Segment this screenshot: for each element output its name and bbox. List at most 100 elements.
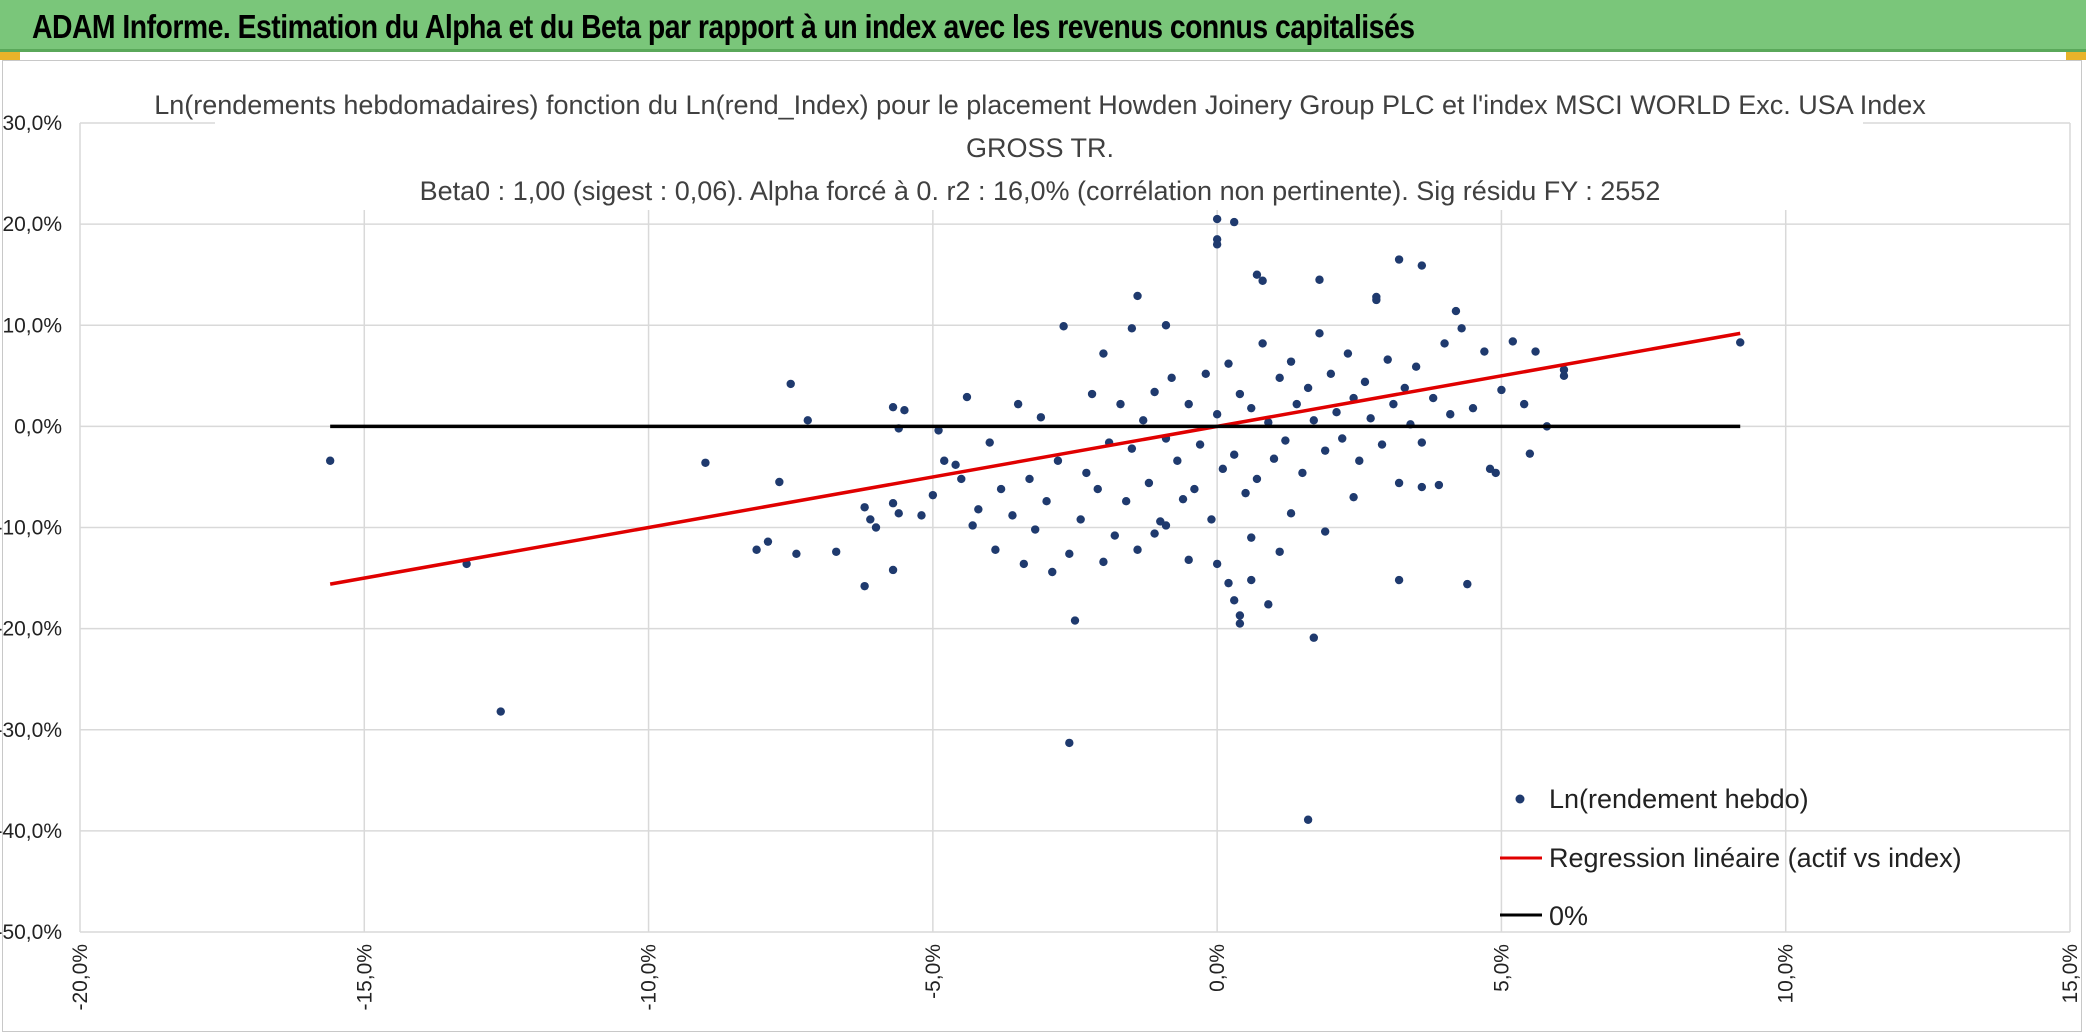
- data-point: [1150, 529, 1159, 538]
- data-point: [1315, 329, 1324, 338]
- data-point: [1241, 488, 1250, 498]
- data-point: [1508, 337, 1518, 346]
- data-point: [1338, 434, 1347, 443]
- data-point: [775, 477, 784, 487]
- data-point: [1212, 559, 1222, 569]
- data-point: [1019, 559, 1029, 569]
- data-point: [763, 537, 773, 546]
- chart-frame: [2, 60, 2082, 1032]
- data-point: [1247, 533, 1256, 542]
- data-point: [1065, 549, 1074, 558]
- data-point: [1065, 738, 1074, 748]
- data-point: [1161, 521, 1171, 530]
- data-point: [1275, 373, 1284, 383]
- data-point: [1497, 385, 1506, 395]
- y-axis-ticks: 30,0% 20,0% 10,0% 0,0% -10,0% -20,0% -30,0% -40…: [0, 112, 62, 944]
- series: [325, 214, 1745, 824]
- data-point: [1212, 240, 1222, 249]
- data-point: [1559, 365, 1569, 374]
- data-point: [1247, 575, 1256, 585]
- grid: [79, 122, 2071, 933]
- data-point: [1468, 403, 1478, 413]
- data-point: [1394, 255, 1404, 264]
- data-point: [1042, 497, 1051, 506]
- data-point: [1366, 414, 1375, 423]
- data-point: [1383, 355, 1392, 364]
- y-tick-label: -20,0%: [0, 618, 62, 641]
- chart-title-line-3: Beta0 : 1,00 (sigest : 0,06). Alpha forc…: [420, 176, 1661, 206]
- data-point: [325, 456, 335, 465]
- data-point: [1099, 349, 1108, 358]
- data-point: [1053, 456, 1063, 465]
- data-point: [1218, 464, 1228, 474]
- data-point: [1269, 454, 1279, 463]
- data-point: [1258, 276, 1267, 285]
- data-point: [1309, 416, 1319, 425]
- data-point: [1320, 446, 1330, 455]
- data-point: [1355, 456, 1364, 465]
- data-point: [1303, 815, 1313, 824]
- data-point: [1110, 531, 1120, 540]
- data-point: [1349, 492, 1358, 502]
- data-point: [1252, 474, 1262, 484]
- data-point: [1127, 444, 1137, 453]
- data-point: [1491, 468, 1500, 478]
- data-point: [1264, 418, 1273, 427]
- data-point: [1559, 371, 1569, 381]
- data-point: [496, 707, 505, 716]
- data-point: [1343, 349, 1353, 358]
- data-point: [1258, 339, 1267, 348]
- data-point: [752, 545, 761, 554]
- data-point: [792, 549, 801, 558]
- data-point: [1235, 389, 1245, 399]
- data-point: [1161, 321, 1171, 330]
- data-point: [985, 438, 994, 447]
- data-point: [1212, 214, 1222, 224]
- data-point: [1184, 399, 1193, 409]
- data-point: [701, 458, 710, 467]
- data-point: [1116, 399, 1125, 409]
- data-point: [1167, 373, 1176, 383]
- data-point: [1480, 347, 1489, 356]
- data-point: [866, 515, 875, 524]
- x-tick-label: -10,0%: [638, 944, 661, 1011]
- data-point: [1190, 484, 1199, 494]
- x-axis-ticks: -20,0% -15,0% -10,0% -5,0% 0,0% 5,0% 10,0% 15,0…: [69, 944, 2082, 1011]
- y-tick-label: 20,0%: [2, 213, 62, 236]
- data-point: [786, 379, 795, 389]
- data-point: [1070, 616, 1080, 625]
- data-point: [1031, 525, 1040, 534]
- data-point: [951, 460, 960, 470]
- data-point: [1457, 324, 1466, 333]
- data-point: [1292, 399, 1301, 409]
- data-point: [1133, 545, 1142, 554]
- data-point: [1394, 575, 1404, 585]
- data-point: [996, 484, 1006, 494]
- data-point: [1360, 377, 1370, 387]
- data-point: [1082, 468, 1091, 478]
- data-point: [1224, 359, 1233, 368]
- x-tick-label: 10,0%: [1775, 944, 1798, 1004]
- data-point: [1099, 557, 1108, 567]
- data-point: [1025, 474, 1034, 484]
- frame-marker-right: [2066, 52, 2086, 60]
- data-point: [1150, 387, 1159, 397]
- report-title: ADAM Informe. Estimation du Alpha et du …: [32, 8, 1415, 45]
- data-point: [1008, 511, 1017, 520]
- regression-line: [329, 331, 1741, 586]
- data-point: [1207, 515, 1216, 524]
- data-point: [1525, 449, 1535, 458]
- data-point: [1429, 393, 1438, 403]
- data-point: [1184, 555, 1193, 565]
- data-point: [1195, 440, 1205, 449]
- data-point: [1394, 478, 1404, 488]
- data-point: [1326, 369, 1336, 378]
- y-tick-label: -30,0%: [0, 719, 62, 742]
- data-point: [900, 405, 909, 415]
- data-point: [1315, 275, 1324, 284]
- data-point: [1230, 450, 1239, 459]
- data-point: [991, 545, 1000, 554]
- data-point: [1212, 410, 1222, 419]
- legend: Ln(rendement hebdo) Regression linéaire …: [1500, 784, 1962, 931]
